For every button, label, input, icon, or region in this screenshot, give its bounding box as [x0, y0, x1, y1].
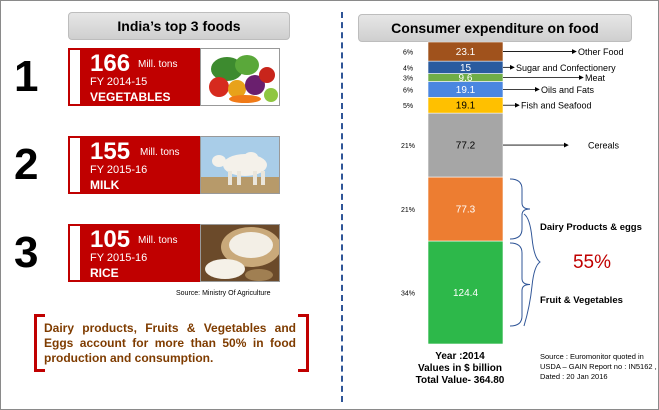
left-panel-title: India’s top 3 foods: [68, 12, 290, 40]
series-label-sugar-and-confectionery: Sugar and Confectionery: [516, 63, 616, 73]
panel-divider: [341, 12, 343, 402]
series-label-cereals: Cereals: [588, 141, 620, 151]
chart-year: Year :2014: [435, 351, 485, 362]
series-label-other-food: Other Food: [578, 47, 624, 57]
bar-value-label: 9.6: [459, 73, 473, 84]
food-name: VEGETABLES: [90, 90, 171, 104]
chart-values-note: Values in $ billion: [418, 363, 502, 374]
right-panel-title: Consumer expenditure on food: [358, 14, 632, 42]
bar-value-label: 23.1: [456, 47, 476, 58]
combined-brace: [523, 213, 541, 327]
fruit-veg-brace: [509, 242, 531, 327]
food-card: 166 Mill. tons FY 2014-15 VEGETABLES: [80, 48, 200, 106]
bar-percent-label: 5%: [403, 103, 413, 110]
chart-total: Total Value- 364.80: [415, 375, 505, 386]
fruit-veg-bracket-label: Fruit & Vegetables: [540, 295, 623, 306]
bar-percent-label: 21%: [401, 207, 415, 214]
callout-text: Dairy products, Fruits & Vegetables and …: [44, 321, 296, 365]
food-card-notch: [68, 136, 80, 194]
food-fiscal-year: FY 2014-15: [90, 76, 148, 88]
bar-value-label: 15: [460, 63, 472, 74]
bar-value-label: 124.4: [453, 288, 478, 299]
cow-photo: [200, 136, 280, 194]
bar-percent-label: 4%: [403, 65, 413, 72]
food-unit: Mill. tons: [138, 59, 178, 70]
food-name: RICE: [90, 266, 119, 280]
bar-percent-label: 21%: [401, 143, 415, 150]
dairy-brace: [509, 178, 531, 240]
food-card: 155 Mill. tons FY 2015-16 MILK: [80, 136, 200, 194]
callout-bracket-left: [34, 314, 45, 372]
food-rank: 3: [14, 228, 39, 277]
bar-percent-label: 3%: [403, 76, 413, 83]
bar-value-label: 19.1: [456, 101, 476, 112]
food-card: 105 Mill. tons FY 2015-16 RICE: [80, 224, 200, 282]
food-quantity: 105: [90, 226, 131, 253]
dairy-bracket-label: Dairy Products & eggs: [540, 222, 642, 233]
food-fiscal-year: FY 2015-16: [90, 252, 148, 264]
food-quantity: 166: [90, 50, 131, 77]
food-rank: 1: [14, 52, 39, 101]
right-source: Source : Euromonitor quoted in USDA – GA…: [540, 352, 657, 381]
left-source: Source: Ministry Of Agriculture: [176, 290, 271, 297]
bar-value-label: 19.1: [456, 85, 476, 96]
vegetables-photo: [200, 48, 280, 106]
bar-percent-label: 34%: [401, 291, 415, 298]
food-name: MILK: [90, 178, 120, 192]
food-unit: Mill. tons: [138, 235, 178, 246]
series-label-meat: Meat: [585, 73, 606, 83]
bar-percent-label: 6%: [403, 87, 413, 94]
combined-percent-label: 55%: [573, 252, 611, 273]
food-rank: 2: [14, 140, 39, 189]
rice-photo: [200, 224, 280, 282]
bar-segment-fruit-vegetables: [427, 240, 504, 345]
bar-segment-cereals: [427, 112, 504, 178]
bar-segment-dairy-products-eggs: [427, 176, 504, 242]
bar-value-label: 77.2: [456, 141, 476, 152]
callout-bracket-right: [298, 314, 309, 372]
food-fiscal-year: FY 2015-16: [90, 164, 148, 176]
food-unit: Mill. tons: [140, 147, 180, 158]
food-card-notch: [68, 224, 80, 282]
series-label-fish-and-seafood: Fish and Seafood: [521, 101, 592, 111]
food-quantity: 155: [90, 138, 131, 165]
bar-value-label: 77.3: [456, 205, 476, 216]
food-card-notch: [68, 48, 80, 106]
bar-percent-label: 6%: [403, 50, 413, 57]
series-label-oils-and-fats: Oils and Fats: [541, 85, 595, 95]
